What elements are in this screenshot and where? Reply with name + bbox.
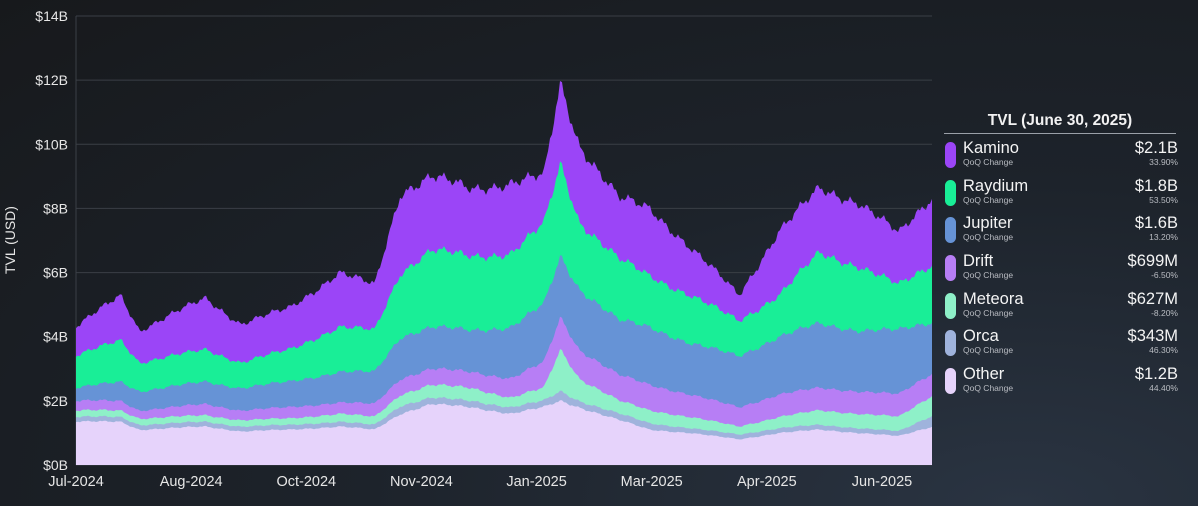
y-axis-ticks: $0B $2B $4B $6B $8B $10B $12B $14B [35,8,68,473]
legend-name: Jupiter [963,214,1013,233]
legend-name: Drift [963,252,994,271]
stacked-area-chart: $0B $2B $4B $6B $8B $10B $12B $14B Jul-2024 Aug-… [2,8,932,490]
y-tick-label: $8B [43,200,68,216]
x-tick-label: Aug-2024 [160,474,223,490]
x-tick-label: Jun-2025 [852,474,912,490]
y-tick-label: $10B [35,136,68,152]
y-tick-label: $4B [43,329,68,345]
area-other [76,400,932,465]
y-tick-label: $0B [43,457,68,473]
area-layers [76,81,932,466]
legend-item-kamino: Kamino QoQ Change $2.1B 33.90% [940,134,1180,172]
legend-swatch [945,330,956,357]
legend-value: $1.2B [1134,365,1178,384]
legend-title: TVL (June 30, 2025) [944,112,1176,134]
legend-swatch [945,217,956,244]
y-tick-label: $6B [43,265,68,281]
legend-item-meteora: Meteora QoQ Change $627M -8.20% [940,285,1180,323]
legend-sub: QoQ Change [963,157,1014,167]
legend-item-drift: Drift QoQ Change $699M -6.50% [940,247,1180,285]
legend-sub: QoQ Change [963,270,1014,281]
legend-change: 33.90% [1149,157,1178,167]
legend: TVL (June 30, 2025) Kamino QoQ Change $2.1… [940,112,1180,398]
legend-change: 46.30% [1149,345,1178,356]
x-axis-ticks: Jul-2024 Aug-2024 Oct-2024 Nov-2024 Jan-2025… [48,474,912,490]
legend-swatch [945,255,956,282]
legend-value: $2.1B [1134,139,1178,157]
legend-name: Raydium [963,176,1029,195]
y-tick-label: $14B [35,8,68,24]
legend-item-orca: Orca QoQ Change $343M 46.30% [940,322,1180,360]
x-tick-label: Jul-2024 [48,474,104,490]
legend-change: -6.50% [1151,270,1178,281]
legend-sub: QoQ Change [963,307,1014,318]
x-tick-label: Mar-2025 [621,474,683,490]
legend-sub: QoQ Change [963,194,1014,205]
legend-swatch [945,179,956,206]
legend-value: $1.6B [1134,214,1178,233]
legend-value: $699M [1127,252,1178,271]
legend-sub: QoQ Change [963,345,1014,356]
legend-sub: QoQ Change [963,232,1014,243]
legend-change: 53.50% [1149,194,1178,205]
x-tick-label: Apr-2025 [737,474,797,490]
y-tick-label: $12B [35,72,68,88]
legend-change: -8.20% [1151,307,1178,318]
legend-value: $1.8B [1134,176,1178,195]
legend-name: Meteora [963,289,1024,308]
legend-name: Other [963,365,1005,384]
legend-change: 44.40% [1149,383,1178,394]
x-tick-label: Oct-2024 [276,474,336,490]
legend-sub: QoQ Change [963,383,1014,394]
y-axis-title: TVL (USD) [2,206,18,274]
legend-value: $343M [1127,327,1178,346]
legend-item-other: Other QoQ Change $1.2B 44.40% [940,360,1180,398]
legend-name: Orca [963,327,999,346]
legend-swatch [945,368,956,395]
x-tick-label: Jan-2025 [506,474,566,490]
legend-name: Kamino [963,139,1019,157]
legend-item-raydium: Raydium QoQ Change $1.8B 53.50% [940,172,1180,210]
x-tick-label: Nov-2024 [390,474,453,490]
legend-swatch [945,292,956,319]
legend-item-jupiter: Jupiter QoQ Change $1.6B 13.20% [940,209,1180,247]
legend-change: 13.20% [1149,232,1178,243]
legend-swatch [945,142,956,168]
legend-value: $627M [1127,289,1178,308]
y-tick-label: $2B [43,393,68,409]
